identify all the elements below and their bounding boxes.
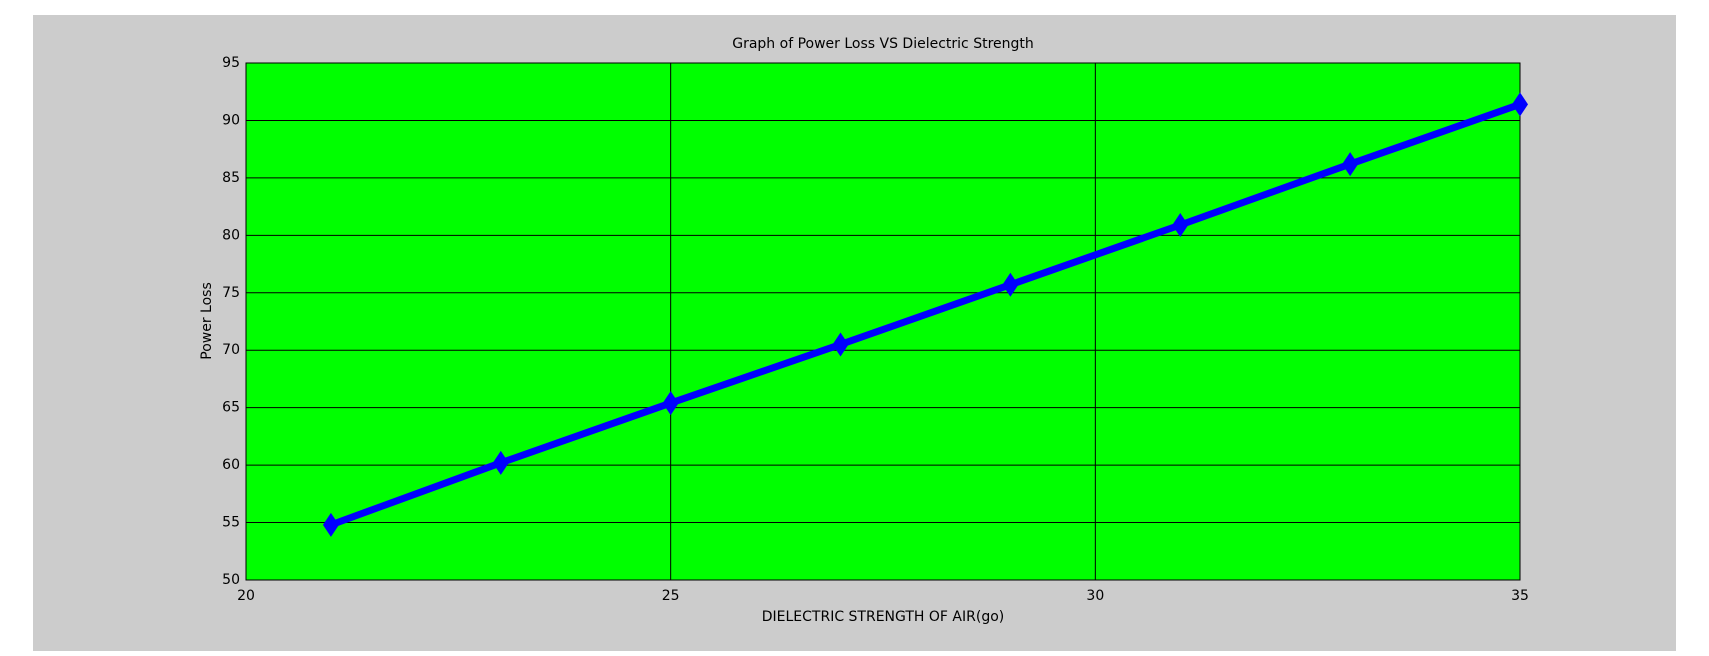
data-marker	[322, 512, 339, 537]
x-tick-label: 35	[1511, 588, 1529, 604]
y-tick-label: 65	[222, 400, 240, 416]
y-tick-label: 70	[222, 342, 240, 358]
plot-area	[246, 63, 1520, 580]
y-tick-label: 95	[222, 55, 240, 71]
y-tick-label: 80	[222, 227, 240, 243]
data-marker	[832, 332, 849, 357]
data-line	[329, 101, 1522, 529]
data-marker	[662, 391, 679, 416]
y-axis-label: Power Loss	[199, 282, 215, 360]
x-axis-label: DIELECTRIC STRENGTH OF AIR(go)	[762, 609, 1005, 625]
x-tick-label: 20	[237, 588, 255, 604]
chart-title: Graph of Power Loss VS Dielectric Streng…	[732, 36, 1034, 52]
x-tick-label: 25	[662, 588, 680, 604]
y-tick-label: 60	[222, 457, 240, 473]
data-marker	[1172, 212, 1189, 237]
data-marker	[492, 450, 509, 475]
y-tick-label: 50	[222, 572, 240, 588]
y-tick-label: 85	[222, 170, 240, 186]
y-tick-label: 75	[222, 285, 240, 301]
data-marker	[1342, 152, 1359, 177]
data-marker	[1512, 92, 1528, 117]
y-tick-label: 55	[222, 515, 240, 531]
x-tick-label: 30	[1086, 588, 1104, 604]
data-marker	[1002, 272, 1019, 297]
plot-frame	[245, 62, 1521, 581]
y-tick-label: 90	[222, 112, 240, 128]
